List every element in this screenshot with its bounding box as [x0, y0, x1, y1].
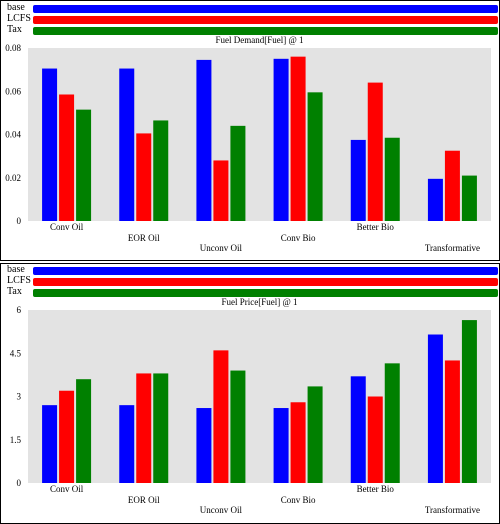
x-tick-label: Conv Oil	[50, 484, 84, 494]
x-tick-label: Conv Bio	[281, 495, 316, 505]
legend-label-lcfs: LCFS	[7, 275, 31, 286]
legend-item-tax: Tax	[1, 24, 499, 36]
bar-lcfs-transformative	[444, 360, 460, 483]
x-tick-label: Better Bio	[357, 222, 395, 232]
bar-base-unconv-oil	[196, 59, 212, 221]
plot-area	[28, 48, 491, 221]
y-tick-label: 0.08	[5, 43, 21, 53]
y-tick-label: 6	[17, 305, 22, 315]
y-tick-label: 0.02	[5, 173, 21, 183]
bar-base-transformative	[427, 334, 443, 483]
x-tick-label: Unconv Oil	[200, 505, 243, 515]
bar-base-unconv-oil	[196, 408, 212, 483]
legend-swatch-tax	[33, 289, 498, 297]
x-tick-label: EOR Oil	[128, 495, 160, 505]
legend-item-base: base	[1, 264, 499, 276]
bar-lcfs-unconv-oil	[213, 350, 229, 483]
bar-base-better-bio	[350, 376, 366, 483]
fuel-demand-chart: Fuel Demand[Fuel] @ 1 0 0.02 0.04 0.06 0.08 Co…	[5, 36, 491, 253]
legend-swatch-lcfs	[33, 16, 498, 24]
bar-lcfs-better-bio	[367, 82, 383, 221]
bar-tax-conv-oil	[76, 109, 92, 221]
x-tick-label: Transformative	[425, 243, 480, 253]
legend-label-base: base	[7, 264, 25, 275]
bar-lcfs-conv-bio	[290, 402, 306, 483]
bar-tax-conv-oil	[76, 379, 92, 483]
bar-lcfs-conv-bio	[290, 56, 306, 222]
legend-label-tax: Tax	[7, 286, 22, 297]
x-tick-label: Transformative	[425, 505, 480, 515]
y-tick-label: 4.5	[10, 348, 22, 358]
y-tick-label: 0	[17, 478, 22, 488]
legend-item-lcfs: LCFS	[1, 275, 499, 287]
bar-tax-unconv-oil	[230, 125, 246, 221]
bar-tax-unconv-oil	[230, 370, 246, 483]
legend-item-lcfs: LCFS	[1, 13, 499, 25]
legend-swatch-base	[33, 267, 498, 275]
bar-base-eor-oil	[119, 68, 135, 221]
fuel-price-panel: base LCFS Tax Fuel Price[Fuel] @ 1 0 1.5 3 4…	[0, 263, 500, 524]
y-tick-label: 3	[17, 392, 22, 402]
fuel-price-chart: Fuel Price[Fuel] @ 1 0 1.5 3 4.5 6 Conv Oil EOR…	[10, 298, 491, 515]
legend-swatch-tax	[33, 27, 498, 35]
bar-base-conv-oil	[42, 68, 58, 221]
x-tick-label: Conv Oil	[50, 222, 84, 232]
bar-tax-conv-bio	[307, 92, 323, 221]
plot-area	[28, 310, 491, 483]
y-tick-label: 0.04	[5, 130, 21, 140]
bar-lcfs-conv-oil	[59, 390, 75, 483]
bar-lcfs-conv-oil	[59, 94, 75, 221]
y-tick-label: 1.5	[10, 435, 22, 445]
bar-tax-transformative	[461, 320, 477, 483]
bar-lcfs-better-bio	[367, 396, 383, 483]
bar-tax-better-bio	[384, 363, 400, 483]
x-tick-label: Unconv Oil	[200, 243, 243, 253]
bar-tax-conv-bio	[307, 386, 323, 483]
legend-label-base: base	[7, 2, 25, 13]
legend-label-lcfs: LCFS	[7, 13, 31, 24]
legend-swatch-lcfs	[33, 278, 498, 286]
legend-item-base: base	[1, 2, 499, 14]
bar-base-better-bio	[350, 139, 366, 221]
legend-label-tax: Tax	[7, 24, 22, 35]
fuel-demand-panel: base LCFS Tax Fuel Demand[Fuel] @ 1 0 0.02…	[0, 0, 500, 261]
chart-title: Fuel Price[Fuel] @ 1	[221, 298, 297, 307]
bar-lcfs-transformative	[444, 150, 460, 221]
x-tick-label: EOR Oil	[128, 233, 160, 243]
bar-tax-transformative	[461, 175, 477, 221]
chart-title: Fuel Demand[Fuel] @ 1	[215, 36, 303, 45]
x-tick-label: Better Bio	[357, 484, 395, 494]
legend-item-tax: Tax	[1, 286, 499, 298]
y-tick-label: 0.06	[5, 86, 21, 96]
bar-lcfs-eor-oil	[136, 373, 152, 483]
y-tick-label: 0	[17, 216, 22, 226]
bar-lcfs-eor-oil	[136, 133, 152, 221]
bar-base-eor-oil	[119, 405, 135, 483]
x-tick-label: Conv Bio	[281, 233, 316, 243]
bar-base-conv-bio	[273, 58, 289, 221]
bar-tax-better-bio	[384, 137, 400, 221]
bar-base-transformative	[427, 178, 443, 221]
bar-base-conv-bio	[273, 408, 289, 483]
bar-base-conv-oil	[42, 405, 58, 483]
bar-lcfs-unconv-oil	[213, 160, 229, 221]
legend-swatch-base	[33, 5, 498, 13]
bar-tax-eor-oil	[153, 120, 169, 221]
bar-tax-eor-oil	[153, 373, 169, 483]
